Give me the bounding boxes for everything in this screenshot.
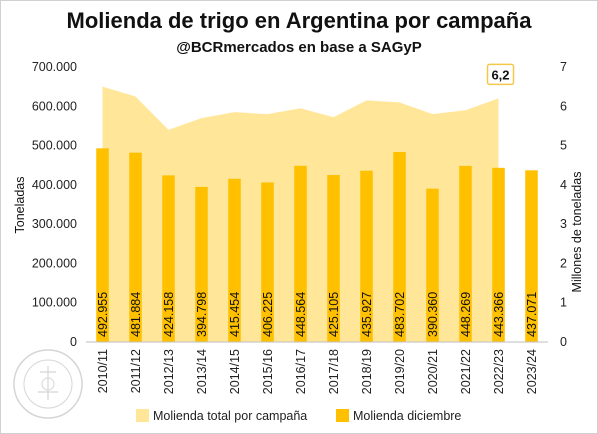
y-axis-title: Toneladas — [13, 177, 27, 234]
bar-2011-12 — [129, 152, 142, 342]
bar-data-label: 425.105 — [327, 292, 341, 337]
bar-data-label: 394.798 — [195, 292, 209, 337]
bar-data-label: 448.269 — [459, 292, 473, 337]
bar-2022-23 — [492, 167, 505, 342]
x-tick-label: 2011/12 — [129, 349, 143, 393]
x-tick-label: 2020/21 — [426, 349, 440, 394]
bar-data-label: 483.702 — [393, 292, 407, 337]
bar-data-label: 415.454 — [228, 292, 242, 337]
bar-2015-16 — [261, 182, 274, 342]
y-tick-label: 0 — [70, 335, 77, 349]
x-tick-label: 2014/15 — [228, 349, 242, 394]
legend-label-area: Molienda total por campaña — [153, 409, 307, 423]
bar-data-label: 443.366 — [492, 292, 506, 337]
legend-swatch-area — [136, 409, 149, 422]
y-tick-label: 200.000 — [32, 256, 77, 270]
y2-tick-label: 1 — [560, 296, 567, 310]
bar-2020-21 — [426, 188, 439, 342]
callout: 6,2 — [486, 63, 515, 86]
bar-2016-17 — [294, 165, 307, 342]
x-tick-label: 2023/24 — [525, 349, 539, 394]
y2-tick-label: 7 — [560, 60, 567, 74]
bar-data-label: 424.158 — [162, 292, 176, 337]
bar-2010-11 — [96, 148, 109, 342]
bar-2014-15 — [228, 178, 241, 342]
bar-data-label: 448.564 — [294, 292, 308, 337]
chart-title: Molienda de trigo en Argentina por campa… — [67, 8, 533, 33]
y2-tick-label: 3 — [560, 217, 567, 231]
y-tick-label: 700.000 — [32, 60, 77, 74]
y2-tick-label: 5 — [560, 139, 567, 153]
chart-subtitle: @BCRmercados en base a SAGyP — [176, 39, 422, 56]
bar-data-label: 481.884 — [129, 292, 143, 337]
x-tick-label: 2019/20 — [393, 349, 407, 394]
x-tick-label: 2018/19 — [360, 349, 374, 394]
y-tick-label: 400.000 — [32, 178, 77, 192]
y2-tick-label: 4 — [560, 178, 567, 192]
x-tick-label: 2015/16 — [261, 349, 275, 394]
bar-data-label: 390.360 — [426, 292, 440, 337]
y2-tick-label: 0 — [560, 335, 567, 349]
bar-2021-22 — [459, 165, 472, 342]
x-tick-label: 2021/22 — [459, 349, 473, 394]
bar-data-label: 406.225 — [261, 292, 275, 337]
y-tick-label: 100.000 — [32, 296, 77, 310]
bar-data-label: 435.927 — [360, 292, 374, 337]
bar-2023-24 — [525, 170, 538, 342]
legend-swatch-bar — [336, 409, 349, 422]
callout-box — [486, 63, 515, 86]
x-tick-label: 2016/17 — [294, 349, 308, 394]
x-tick-label: 2017/18 — [327, 349, 341, 394]
bcr-seal-watermark — [13, 349, 83, 419]
callout-label: 6,2 — [491, 67, 509, 82]
bar-2013-14 — [195, 186, 208, 342]
y-tick-label: 500.000 — [32, 139, 77, 153]
bar-data-label: 437.071 — [525, 292, 539, 337]
x-tick-label: 2022/23 — [492, 349, 506, 394]
legend-label-bar: Molienda diciembre — [353, 409, 461, 423]
y2-tick-label: 6 — [560, 99, 567, 113]
bar-2017-18 — [327, 174, 340, 342]
y2-axis-title: Millones de toneladas — [570, 172, 584, 293]
y2-tick-label: 2 — [560, 256, 567, 270]
bar-2018-19 — [360, 170, 373, 342]
x-tick-label: 2012/13 — [162, 349, 176, 394]
bar-series-layer: 492.955 481.884 424.158 394.798 415.454 406.2… — [96, 148, 539, 342]
legend: Molienda total por campaña Molienda dici… — [136, 409, 461, 423]
y-tick-label: 300.000 — [32, 217, 77, 231]
y-tick-label: 600.000 — [32, 99, 77, 113]
axes-layer: 0 100.000 200.000 300.000 400.000 500.000 600.… — [32, 60, 567, 394]
bar-2012-13 — [162, 175, 175, 342]
bar-data-label: 492.955 — [96, 292, 110, 337]
x-tick-label: 2013/14 — [195, 349, 209, 394]
x-tick-label: 2010/11 — [96, 349, 110, 393]
bar-2019-20 — [393, 151, 406, 342]
